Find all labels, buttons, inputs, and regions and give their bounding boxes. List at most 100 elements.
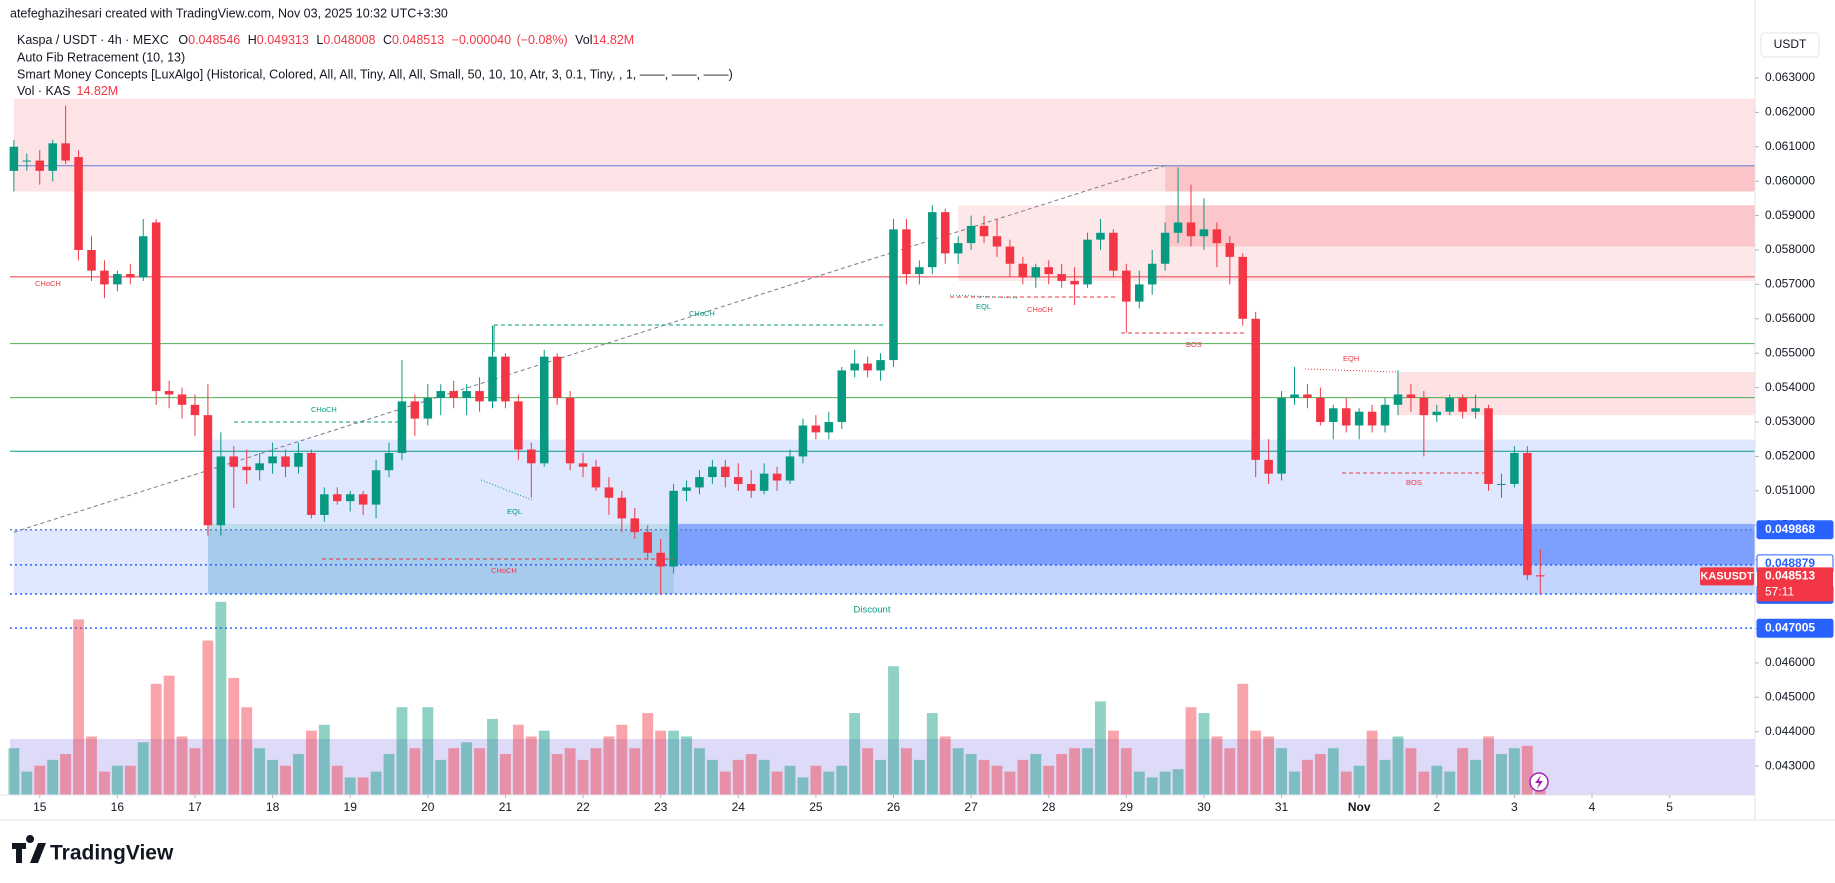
l-label: L — [316, 33, 323, 47]
symbol: Kaspa / USDT · 4h · MEXC — [17, 33, 169, 47]
candle-body — [1057, 274, 1066, 281]
candle-body — [164, 391, 174, 395]
volume-bar — [1250, 730, 1262, 795]
volume-bar — [1146, 777, 1158, 795]
volume-bar — [409, 748, 421, 795]
volume-bar — [952, 748, 964, 795]
volume-bar — [1353, 765, 1365, 795]
candle-body — [436, 391, 446, 398]
volume-bar — [1444, 771, 1456, 795]
volume-bar — [1198, 713, 1210, 795]
candle-body — [1044, 267, 1053, 275]
axes: 0.0430000.0440000.0450000.0460000.047000… — [33, 70, 1815, 814]
annotation: CHoCH — [491, 566, 517, 575]
candle-body — [1523, 452, 1532, 576]
x-tick-label: 21 — [499, 800, 513, 814]
x-tick-label: 25 — [809, 800, 823, 814]
volume-bar — [150, 683, 162, 795]
volume-bar — [512, 724, 524, 795]
volume-bar — [758, 759, 770, 795]
annotation: BOS — [1406, 478, 1422, 487]
brand-logo — [12, 835, 46, 863]
volume-bar — [1159, 771, 1171, 795]
y-tick-label: 0.044000 — [1765, 724, 1815, 738]
candle-body — [1173, 222, 1183, 233]
volume-bar — [1405, 748, 1417, 795]
volume-bar — [1017, 759, 1029, 795]
last-price-label: 0.048513 — [1765, 569, 1815, 583]
volume-bar — [357, 777, 369, 795]
candle-body — [358, 494, 368, 505]
candle-body — [578, 463, 588, 467]
candle-body — [539, 356, 549, 464]
candle-body — [1367, 411, 1377, 426]
eqh-line — [1304, 368, 1399, 373]
candle-body — [151, 222, 161, 392]
currency-button[interactable] — [1760, 32, 1820, 58]
candle-body — [9, 146, 19, 171]
volume-bar — [111, 765, 123, 795]
volume-bar — [965, 754, 977, 795]
open: 0.048546 — [188, 33, 240, 47]
candle-body — [268, 456, 277, 464]
volume-bar — [124, 765, 136, 795]
candle-body — [1432, 411, 1442, 416]
y-tick-label: 0.058000 — [1765, 242, 1815, 256]
y-tick-label: 0.054000 — [1765, 380, 1815, 394]
last-price-tag — [1757, 567, 1833, 602]
volume-bar — [1043, 765, 1055, 795]
change: −0.000040 — [452, 33, 511, 47]
candle-body — [979, 225, 989, 237]
candle-body — [397, 401, 407, 453]
currency[interactable]: USDT — [1774, 37, 1807, 51]
candle-body — [682, 487, 691, 491]
volume-bar — [1379, 759, 1391, 795]
candle-body — [384, 452, 394, 471]
volume-bar — [900, 748, 912, 795]
candle-body — [1031, 267, 1041, 278]
candle-body — [345, 494, 355, 502]
vol-legend-label: Vol · KAS — [17, 84, 71, 98]
candle-body — [22, 160, 32, 162]
annotation: EQL — [507, 507, 522, 516]
volume-bar — [241, 707, 253, 795]
volume-bar — [1289, 771, 1300, 795]
candle-body — [1406, 394, 1416, 398]
candle-body — [798, 425, 808, 457]
indicator: Auto Fib Retracement (10, 13) — [17, 50, 185, 64]
change-pct: (−0.08%) — [517, 33, 568, 47]
candle-body — [138, 236, 148, 278]
volume-bar — [73, 619, 84, 795]
candle-body — [1160, 232, 1170, 264]
volume-bar — [280, 765, 291, 795]
volume-bar — [1483, 736, 1494, 795]
candle-body — [501, 356, 510, 402]
volume-bar — [1069, 748, 1081, 795]
volume-bar — [1508, 748, 1520, 795]
y-tick-label: 0.057000 — [1765, 277, 1815, 291]
candle-body — [992, 236, 1002, 247]
time-axis — [0, 795, 1835, 883]
volume-bar — [215, 601, 227, 795]
candle-body — [876, 360, 885, 371]
volume-bar — [21, 771, 33, 795]
annotation: EQH — [1343, 354, 1359, 363]
candle-body — [1536, 575, 1545, 577]
volume-bar — [1340, 771, 1352, 795]
candle-body — [100, 270, 109, 285]
volume-bar — [1457, 748, 1469, 795]
volume-bar — [228, 677, 240, 795]
volume-bar — [1211, 736, 1223, 795]
vol: 14.82M — [593, 33, 635, 47]
volume-ma-band — [10, 739, 1755, 795]
volume-bar — [642, 713, 654, 795]
low: 0.048008 — [323, 33, 375, 47]
candle-body — [74, 157, 83, 250]
volume-bar — [603, 736, 615, 795]
candle-body — [928, 212, 937, 268]
candle-body — [1354, 411, 1364, 426]
volume-pane — [8, 601, 1546, 795]
x-tick-label: 2 — [1433, 800, 1440, 814]
volume-bar — [590, 748, 602, 795]
